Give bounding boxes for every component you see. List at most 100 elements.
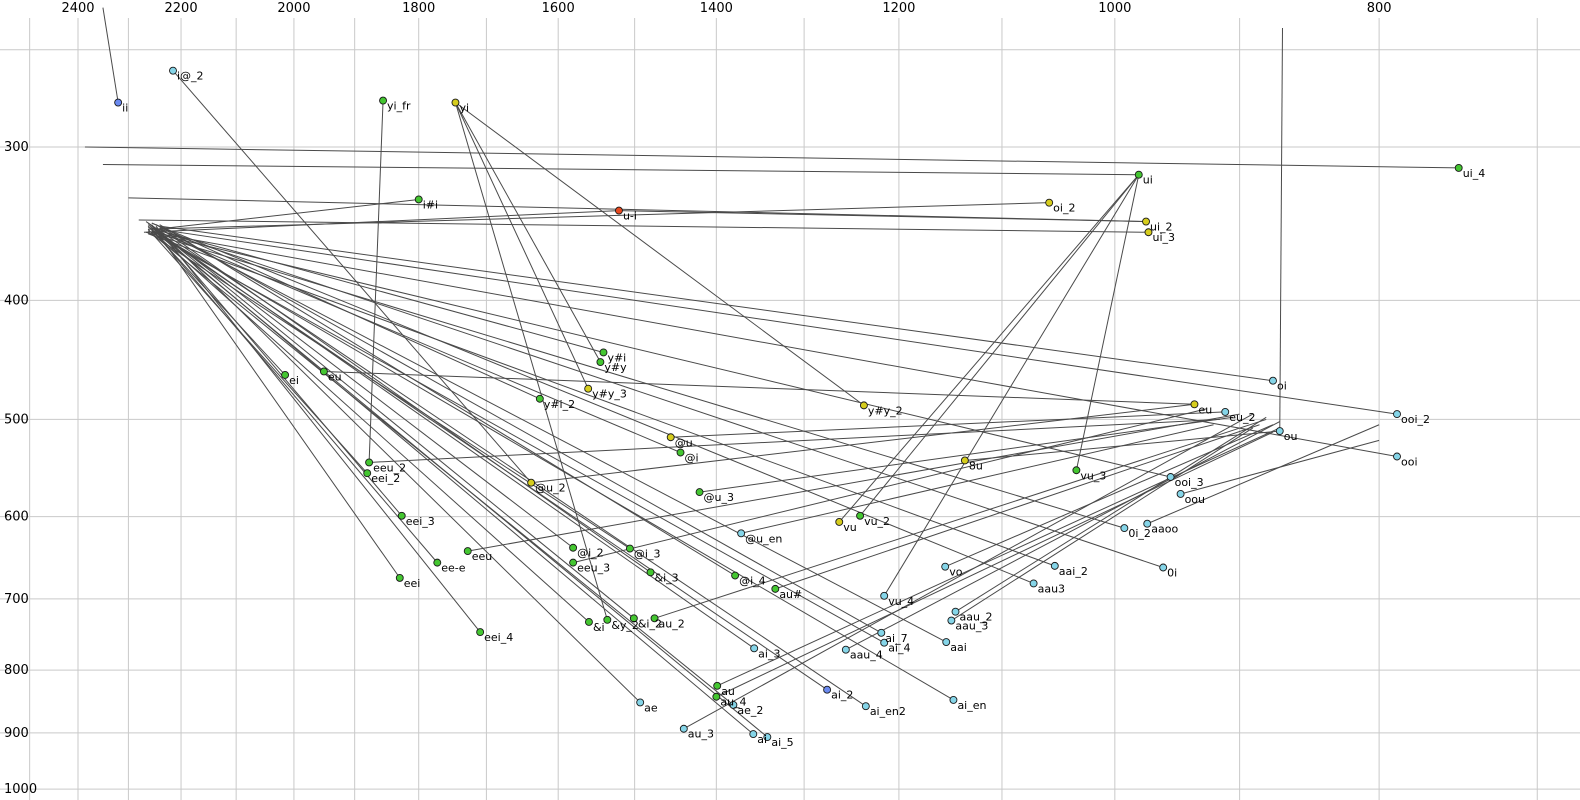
data-point: [750, 644, 759, 653]
data-point: [569, 558, 578, 567]
data-point-label: eeu_3: [577, 562, 610, 575]
data-point-label: &y_2: [611, 619, 639, 632]
data-point: [1454, 163, 1463, 172]
data-point: [1072, 466, 1081, 475]
trajectory-line: [155, 230, 681, 453]
trajectory-line: [455, 102, 865, 406]
data-point: [941, 562, 950, 571]
trajectory-line: [531, 403, 1195, 484]
data-point: [1143, 519, 1152, 528]
data-point: [1166, 473, 1175, 481]
trajectory-line: [155, 224, 882, 634]
data-point-label: eu_2: [1229, 411, 1255, 424]
data-point-label: aai_2: [1059, 565, 1088, 578]
data-point: [281, 371, 290, 379]
data-point-label: ei: [289, 374, 299, 387]
data-point: [365, 458, 374, 467]
data-point-label: &i_2: [638, 617, 662, 630]
data-point-label: u-i: [623, 210, 637, 223]
trajectory-line: [148, 227, 1398, 415]
trajectory-line: [1279, 27, 1283, 432]
data-point-label: ai_4: [888, 642, 910, 655]
data-point-label: y#i: [607, 351, 626, 364]
data-point-label: aai: [950, 641, 967, 654]
data-point-label: ui_2: [1150, 221, 1173, 234]
data-point: [1393, 410, 1401, 419]
data-point: [1190, 400, 1199, 409]
data-point-label: @i_4: [739, 575, 766, 588]
trajectory-line: [151, 233, 734, 706]
data-point-label: ae_2: [737, 704, 763, 717]
trajectory-line: [654, 418, 1267, 619]
data-point-label: aaoo: [1151, 523, 1178, 536]
x-axis-tick-label: 1800: [402, 1, 435, 16]
data-point: [414, 195, 423, 204]
trajectory-line: [151, 222, 1034, 584]
trajectory-line: [138, 219, 1149, 233]
trajectory-line: [455, 102, 589, 389]
data-point: [841, 645, 850, 654]
data-point: [880, 591, 889, 600]
gridlines-layer: [0, 18, 1580, 800]
trajectory-line: [369, 418, 1221, 463]
data-point: [614, 206, 623, 215]
trajectory-line: [155, 227, 641, 703]
data-point: [603, 615, 612, 624]
data-point: [951, 607, 960, 616]
trajectory-line: [151, 225, 574, 549]
data-point: [596, 358, 605, 367]
data-point: [771, 584, 780, 593]
trajectory-line: [845, 421, 1280, 651]
y-axis-tick-label: 500: [4, 412, 29, 427]
data-point: [947, 616, 956, 625]
data-point-label: aau_2: [960, 611, 993, 624]
data-point: [713, 681, 722, 690]
trajectory-line: [455, 102, 601, 363]
data-point-label: ai_en2: [870, 705, 906, 718]
trajectory-line: [964, 430, 1280, 461]
data-point-label: &i: [593, 621, 605, 634]
data-point: [1142, 217, 1150, 226]
data-point-label: oi_2: [1053, 202, 1075, 215]
data-point: [1050, 561, 1059, 570]
trajectory-line: [741, 424, 1214, 534]
data-point: [114, 98, 123, 107]
trajectory-line: [159, 234, 954, 701]
data-point-label: eeu: [472, 550, 493, 563]
trajectory-line: [102, 7, 119, 103]
trajectory-line: [147, 230, 885, 644]
data-point: [1144, 228, 1153, 237]
data-point-label: 0i: [1167, 566, 1177, 579]
data-point-label: ooi_2: [1401, 413, 1430, 426]
data-point: [451, 98, 460, 107]
data-point: [856, 511, 865, 520]
data-point-label: aau3: [1038, 582, 1065, 595]
data-point-label: ooi_3: [1175, 476, 1204, 489]
data-point-label: ai_2: [831, 689, 853, 702]
trajectory-line: [143, 210, 619, 233]
data-point: [749, 730, 758, 739]
trajectory-line: [151, 231, 1398, 458]
data-point: [379, 96, 388, 105]
trajectory-line: [699, 416, 1234, 493]
data-point: [880, 638, 889, 647]
data-point: [835, 518, 844, 526]
data-point-label: aau_3: [955, 620, 988, 633]
data-point-label: i@_2: [177, 70, 204, 83]
data-point-label: ui_3: [1152, 231, 1175, 244]
data-point: [1045, 198, 1054, 207]
trajectory-line: [572, 408, 1208, 564]
trajectory-line: [1147, 424, 1380, 525]
data-point-label: ui_4: [1463, 167, 1486, 180]
data-point-label: ii: [122, 102, 128, 115]
trajectory-line: [145, 231, 1125, 529]
y-axis-tick-label: 1000: [4, 782, 37, 797]
data-point: [629, 614, 638, 623]
data-point: [763, 733, 772, 741]
data-point-label: ai_7: [885, 632, 907, 645]
data-point: [569, 543, 578, 552]
y-axis-tick-label: 600: [4, 510, 29, 525]
data-point: [729, 700, 738, 709]
data-point: [861, 702, 870, 711]
data-point-label: ooi: [1401, 456, 1418, 469]
